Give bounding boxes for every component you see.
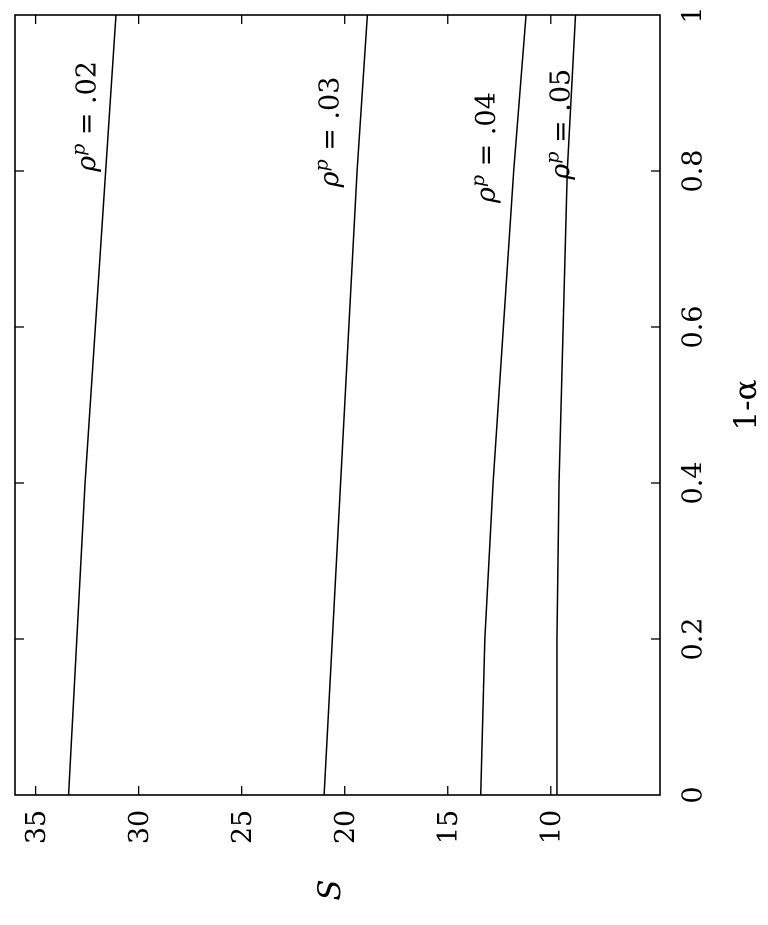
- x-tick-label: 0.2: [677, 618, 708, 661]
- series-line-4: [556, 14, 577, 795]
- y-tick-label: 20: [330, 810, 361, 844]
- curve-labels: ρp = .02 ρp = .03 ρp = .04 ρp = .05: [67, 61, 576, 204]
- y-tick-label: 35: [21, 810, 52, 844]
- curve-label-4: ρp = .05: [541, 69, 576, 181]
- curve-label-2: ρp = .03: [311, 77, 346, 189]
- x-tick-label: 0.6: [677, 306, 708, 349]
- y-axis-title: S: [312, 879, 348, 900]
- plot-frame: [14, 14, 661, 796]
- x-axis: 0 0.2 0.4 0.6 0.8 1: [15, 6, 708, 804]
- series-line-3: [479, 14, 527, 796]
- curve-label-3: ρp = .04: [467, 92, 502, 204]
- curve-label-1: ρp = .02: [67, 61, 102, 173]
- y-tick-label: 25: [227, 810, 258, 844]
- y-tick-label: 30: [124, 810, 155, 844]
- x-tick-label: 1: [677, 6, 708, 23]
- series-line-2: [323, 14, 369, 796]
- series-layer: [67, 14, 577, 796]
- x-tick-label: 0.8: [677, 150, 708, 193]
- series-line-1: [67, 14, 117, 796]
- y-tick-label: 10: [536, 810, 567, 844]
- y-tick-label: 15: [433, 810, 464, 844]
- y-axis: 10 15 20 25 30 35: [21, 15, 567, 844]
- x-tick-label: 0: [677, 786, 708, 803]
- x-tick-label: 0.4: [677, 462, 708, 505]
- x-axis-title: 1-α: [728, 379, 764, 430]
